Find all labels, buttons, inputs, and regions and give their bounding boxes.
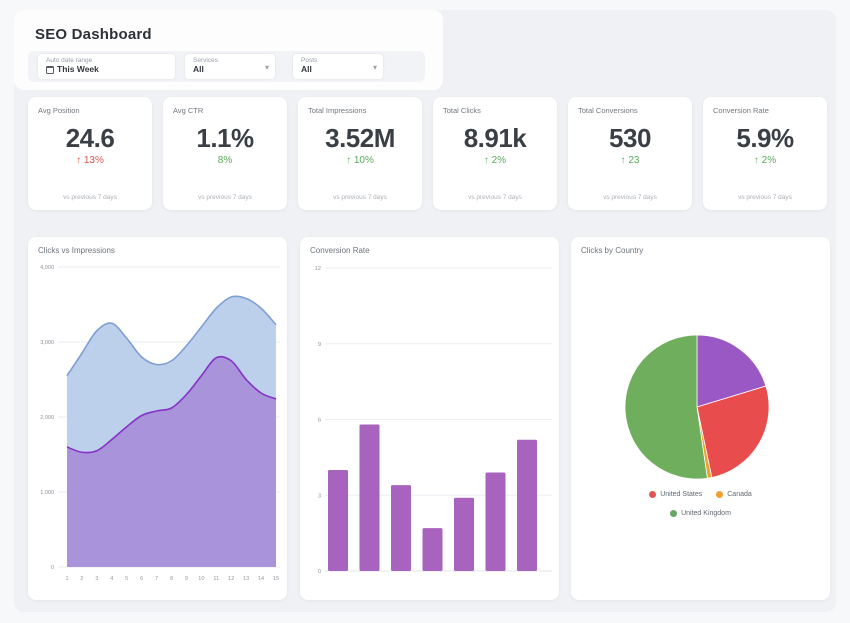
kpi-footnote: vs previous 7 days: [468, 194, 522, 201]
calendar-icon: [46, 65, 54, 74]
svg-text:7: 7: [155, 576, 158, 582]
svg-text:14: 14: [258, 576, 264, 582]
svg-text:3,000: 3,000: [40, 340, 54, 346]
kpi-card-avg-ctr: Avg CTR 1.1% 8% vs previous 7 days: [163, 97, 287, 210]
kpi-value: 8.91k: [463, 123, 527, 153]
kpi-label: Total Conversions: [578, 106, 638, 115]
kpi-footnote: vs previous 7 days: [333, 194, 387, 201]
kpi-delta: 8%: [217, 155, 233, 166]
kpi-footnote: vs previous 7 days: [63, 194, 117, 201]
svg-text:0: 0: [318, 569, 321, 575]
svg-text:4,000: 4,000: [40, 265, 54, 271]
kpi-card-total-clicks: Total Clicks 8.91k ↑ 2% vs previous 7 da…: [433, 97, 557, 210]
svg-text:0: 0: [51, 565, 54, 571]
chevron-down-icon: ▾: [372, 63, 377, 72]
svg-text:10: 10: [198, 576, 204, 582]
kpi-value: 530: [609, 123, 651, 153]
kpi-value: 24.6: [65, 123, 115, 153]
svg-text:2: 2: [80, 576, 83, 582]
svg-text:15: 15: [273, 576, 279, 582]
kpi-label: Total Clicks: [443, 106, 481, 115]
svg-text:12: 12: [315, 266, 321, 272]
kpi-card-avg-position: Avg Position 24.6 ↑ 13% vs previous 7 da…: [28, 97, 152, 210]
header-card: SEO Dashboard Auto date range This Week …: [14, 10, 443, 90]
kpi-label: Avg CTR: [173, 106, 204, 115]
services-value: All: [193, 64, 204, 74]
kpi-footnote: vs previous 7 days: [738, 194, 792, 201]
clicks-vs-impressions-card: Clicks vs Impressions 0 1,000 2,000 3,000 4,…: [28, 237, 287, 600]
kpi-value: 1.1%: [196, 123, 254, 153]
posts-label: Posts: [301, 57, 318, 64]
clicks-by-country-card: Clicks by Country United States Canada U…: [571, 237, 830, 600]
conversion-rate-chart-card: Conversion Rate 0 3 6 9 12: [300, 237, 559, 600]
filter-bar: Auto date range This Week Services All ▾…: [28, 51, 425, 82]
kpi-card-total-impressions: Total Impressions 3.52M ↑ 10% vs previou…: [298, 97, 422, 210]
svg-text:6: 6: [140, 576, 143, 582]
svg-text:1,000: 1,000: [40, 490, 54, 496]
svg-text:4: 4: [110, 576, 113, 582]
legend-item-united-kingdom[interactable]: United Kingdom: [670, 510, 731, 517]
kpi-delta: ↑ 23: [620, 155, 640, 166]
chevron-down-icon: ▾: [264, 63, 269, 72]
posts-filter[interactable]: Posts All ▾: [293, 54, 383, 79]
svg-text:9: 9: [185, 576, 188, 582]
kpi-delta: ↑ 2%: [483, 155, 507, 166]
svg-text:11: 11: [213, 576, 219, 582]
legend-item-united-states[interactable]: United States: [649, 491, 702, 498]
kpi-card-total-conversions: Total Conversions 530 ↑ 23 vs previous 7…: [568, 97, 692, 210]
services-filter[interactable]: Services All ▾: [185, 54, 275, 79]
chart-title: Clicks by Country: [581, 246, 644, 255]
svg-text:5: 5: [125, 576, 128, 582]
svg-text:8: 8: [170, 576, 173, 582]
pie-legend: United States Canada United Kingdom: [571, 485, 830, 523]
svg-text:9: 9: [318, 342, 321, 348]
date-range-filter[interactable]: Auto date range This Week: [38, 54, 175, 79]
kpi-value: 5.9%: [736, 123, 794, 153]
svg-text:3: 3: [95, 576, 98, 582]
svg-text:13: 13: [243, 576, 249, 582]
services-label: Services: [193, 57, 218, 64]
svg-text:3: 3: [318, 493, 321, 499]
chart-title: Clicks vs Impressions: [38, 246, 115, 255]
kpi-value: 3.52M: [325, 123, 395, 153]
svg-text:1: 1: [65, 576, 68, 582]
svg-text:2,000: 2,000: [40, 415, 54, 421]
kpi-footnote: vs previous 7 days: [603, 194, 657, 201]
kpi-delta: ↑ 10%: [346, 155, 374, 166]
pie-chart[interactable]: [571, 237, 830, 600]
kpi-label: Total Impressions: [308, 106, 367, 115]
bar-chart[interactable]: 0 3 6 9 12: [300, 237, 559, 600]
kpi-footnote: vs previous 7 days: [198, 194, 252, 201]
dashboard-panel: SEO Dashboard Auto date range This Week …: [14, 10, 836, 612]
kpi-card-conversion-rate: Conversion Rate 5.9% ↑ 2% vs previous 7 …: [703, 97, 827, 210]
svg-text:6: 6: [318, 418, 321, 424]
date-range-value: This Week: [57, 64, 99, 74]
kpi-label: Conversion Rate: [713, 106, 769, 115]
svg-text:12: 12: [228, 576, 234, 582]
page-title: SEO Dashboard: [35, 26, 152, 43]
posts-value: All: [301, 64, 312, 74]
kpi-label: Avg Position: [38, 106, 80, 115]
kpi-delta: ↑ 2%: [753, 155, 777, 166]
orange-dot-icon: [716, 491, 724, 498]
red-dot-icon: [649, 491, 657, 498]
chart-title: Conversion Rate: [310, 246, 370, 255]
date-range-label: Auto date range: [46, 57, 93, 64]
green-dot-icon: [670, 510, 678, 517]
legend-item-canada[interactable]: Canada: [716, 491, 752, 498]
kpi-delta: ↑ 13%: [76, 155, 104, 166]
